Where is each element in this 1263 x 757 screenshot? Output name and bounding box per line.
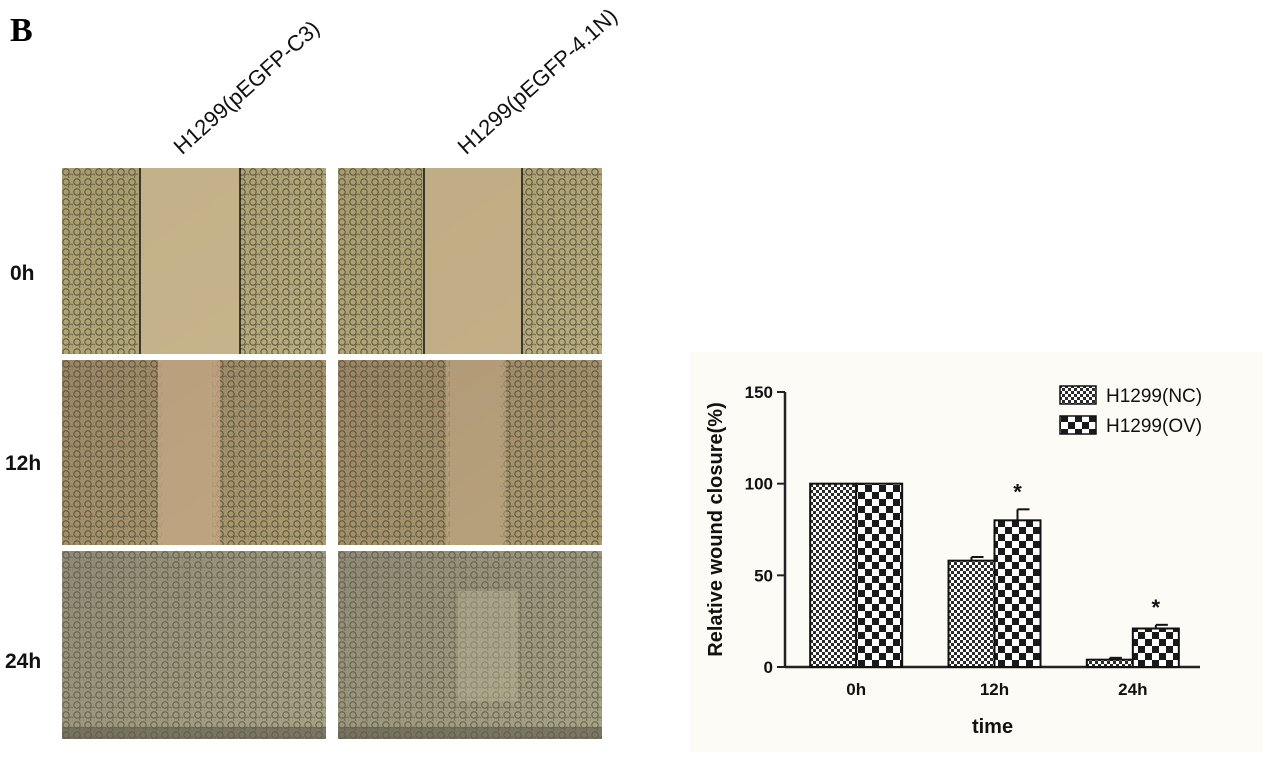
- row-label-0h: 0h: [10, 262, 35, 285]
- x-tick-label: 12h: [980, 680, 1009, 699]
- y-tick-label: 0: [764, 658, 773, 677]
- micrograph-4-1n-12h: [338, 360, 602, 545]
- column-label-4-1n: H1299(pEGFP-4.1N): [452, 3, 622, 160]
- bar-H1299(OV)-0h: [855, 482, 904, 668]
- y-axis-label: Relative wound closure(%): [705, 402, 727, 657]
- micrograph-c3-24h: [62, 551, 326, 739]
- row-label-24h: 24h: [5, 650, 42, 673]
- x-tick-label: 0h: [846, 680, 866, 699]
- micrograph-c3-0h: [62, 168, 326, 354]
- wound-closure-chart: 0 50 100 150 Relative wound closure(%) 0h * 12h…: [705, 383, 1202, 738]
- significance-marker: *: [1013, 479, 1022, 504]
- panel-letter: B: [10, 12, 33, 49]
- bar-H1299(NC)-12h: [947, 559, 996, 669]
- y-tick-label: 50: [754, 566, 773, 585]
- micrograph-c3-12h: [62, 360, 326, 545]
- column-label-c3: H1299(pEGFP-C3): [168, 15, 325, 160]
- legend-label: H1299(NC): [1106, 386, 1202, 407]
- micrograph-4-1n-0h: [338, 168, 602, 354]
- y-tick-label: 150: [745, 383, 773, 402]
- bar-H1299(OV)-12h: [993, 519, 1042, 668]
- bar-H1299(OV)-24h: [1131, 627, 1180, 668]
- legend-label: H1299(OV): [1106, 416, 1202, 437]
- x-tick-label: 24h: [1118, 680, 1147, 699]
- row-label-12h: 12h: [5, 452, 42, 475]
- bar-H1299(NC)-0h: [809, 482, 858, 668]
- legend-swatch: [1059, 385, 1097, 405]
- x-axis-label: time: [972, 716, 1013, 738]
- bar-H1299(NC)-24h: [1085, 658, 1134, 668]
- significance-marker: *: [1152, 595, 1161, 620]
- micrograph-4-1n-24h: [338, 551, 602, 739]
- legend-swatch: [1059, 415, 1097, 435]
- wound-closure-chart-panel: 0 50 100 150 Relative wound closure(%) 0h * 12h…: [690, 352, 1263, 752]
- y-tick-label: 100: [745, 475, 773, 494]
